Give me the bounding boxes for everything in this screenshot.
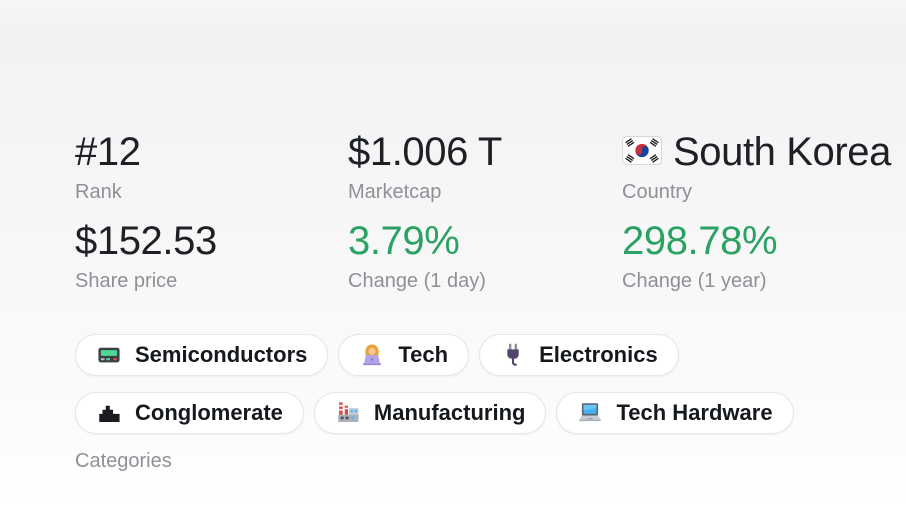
category-label: Electronics [539, 341, 658, 367]
electric-plug-icon [500, 342, 526, 368]
change-1y-label: Change (1 year) [622, 269, 767, 292]
stats-grid: #12 Rank $1.006 T Marketcap [75, 130, 906, 308]
badge-row-2: Conglomerate [75, 391, 906, 434]
marketcap-value: $1.006 T [348, 130, 502, 174]
category-label: Conglomerate [135, 399, 283, 425]
category-label: Manufacturing [373, 399, 526, 425]
marketcap-label: Marketcap [348, 180, 442, 203]
country-value: South Korea [622, 130, 906, 175]
country-name: South Korea [673, 130, 891, 174]
stat-marketcap: $1.006 T Marketcap [348, 130, 622, 219]
factory-silhouette-icon [96, 400, 122, 426]
country-label: Country [622, 180, 693, 203]
categories-label: Categories [75, 449, 172, 472]
category-label: Semiconductors [135, 341, 308, 367]
category-badge-semiconductors[interactable]: Semiconductors [75, 333, 329, 376]
company-stats-panel: #12 Rank $1.006 T Marketcap [75, 130, 906, 473]
categories-badges: Semiconductors Tech [75, 333, 906, 473]
pager-icon [96, 342, 122, 368]
south-korea-flag-icon [622, 130, 662, 175]
stat-share-price: $152.53 Share price [75, 219, 348, 308]
category-label: Tech [398, 341, 449, 367]
category-badge-manufacturing[interactable]: Manufacturing [313, 391, 547, 434]
change-1d-label: Change (1 day) [348, 269, 486, 292]
share-price-value: $152.53 [75, 218, 217, 263]
stat-change-1y: 298.78% Change (1 year) [622, 219, 906, 308]
stat-country: South Korea Country [622, 130, 906, 219]
category-badge-tech-hardware[interactable]: Tech Hardware [556, 391, 794, 434]
rank-value: #12 [75, 130, 141, 174]
stat-change-1d: 3.79% Change (1 day) [348, 219, 622, 308]
change-1d-value: 3.79% [348, 218, 460, 263]
stat-rank: #12 Rank [75, 130, 348, 219]
category-label: Tech Hardware [616, 399, 773, 425]
change-1y-value: 298.78% [622, 218, 778, 263]
category-badge-tech[interactable]: Tech [338, 333, 470, 376]
laptop-icon [577, 400, 603, 426]
factory-icon [335, 400, 361, 426]
share-price-label: Share price [75, 269, 178, 292]
woman-technologist-icon [359, 342, 385, 368]
badge-row-1: Semiconductors Tech [75, 333, 906, 376]
category-badge-electronics[interactable]: Electronics [479, 333, 679, 376]
rank-label: Rank [75, 180, 122, 203]
category-badge-conglomerate[interactable]: Conglomerate [75, 391, 304, 434]
